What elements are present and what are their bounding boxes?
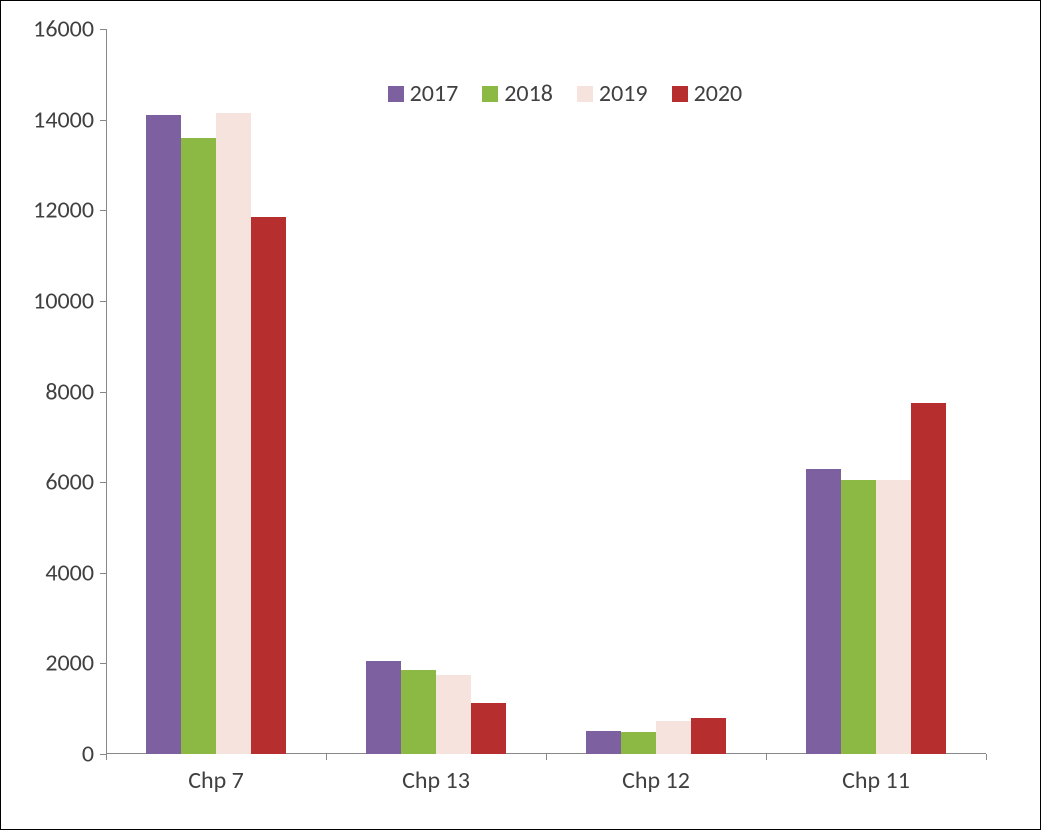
bar <box>841 480 876 754</box>
y-axis-label: 16000 <box>33 15 106 44</box>
bar <box>621 732 656 754</box>
y-axis-label: 12000 <box>33 196 106 225</box>
y-axis <box>106 29 107 754</box>
bar <box>656 721 691 754</box>
legend-swatch <box>482 86 498 102</box>
legend-item: 2019 <box>577 79 648 108</box>
legend: 2017 2018 2019 2020 <box>388 79 743 108</box>
bar <box>806 469 841 754</box>
y-axis-label: 10000 <box>33 286 106 315</box>
legend-item: 2017 <box>388 79 459 108</box>
bar <box>876 480 911 754</box>
x-tick <box>766 754 767 760</box>
chart-container: 2017 2018 2019 2020 0 2000 4000 6000 8000 10000 1… <box>0 0 1041 830</box>
legend-swatch <box>672 86 688 102</box>
x-tick <box>106 754 107 760</box>
bar <box>251 217 286 754</box>
bar <box>216 113 251 754</box>
legend-label: 2017 <box>410 79 459 108</box>
legend-item: 2018 <box>482 79 553 108</box>
y-axis-label: 0 <box>82 740 106 769</box>
bar <box>586 731 621 754</box>
y-axis-label: 4000 <box>45 558 106 587</box>
plot-area: 2017201820192020 02000400060008000100001… <box>106 29 986 754</box>
bar <box>691 718 726 754</box>
legend-swatch <box>577 86 593 102</box>
legend-label: 2020 <box>694 79 743 108</box>
bar <box>366 661 401 754</box>
legend-label: 2018 <box>504 79 553 108</box>
bar <box>181 138 216 754</box>
x-axis-label: Chp 12 <box>622 754 690 795</box>
x-tick <box>986 754 987 760</box>
bar <box>436 675 471 754</box>
bar <box>911 403 946 754</box>
x-axis-label: Chp 11 <box>842 754 910 795</box>
y-axis-label: 8000 <box>45 377 106 406</box>
bar <box>401 670 436 754</box>
legend-swatch <box>388 86 404 102</box>
bar <box>146 115 181 754</box>
bar <box>471 703 506 754</box>
legend-label: 2019 <box>599 79 648 108</box>
y-axis-label: 14000 <box>33 105 106 134</box>
y-axis-label: 6000 <box>45 468 106 497</box>
y-axis-label: 2000 <box>45 649 106 678</box>
x-tick <box>546 754 547 760</box>
legend-item: 2020 <box>672 79 743 108</box>
x-axis-label: Chp 7 <box>188 754 244 795</box>
x-axis-label: Chp 13 <box>402 754 470 795</box>
x-tick <box>326 754 327 760</box>
